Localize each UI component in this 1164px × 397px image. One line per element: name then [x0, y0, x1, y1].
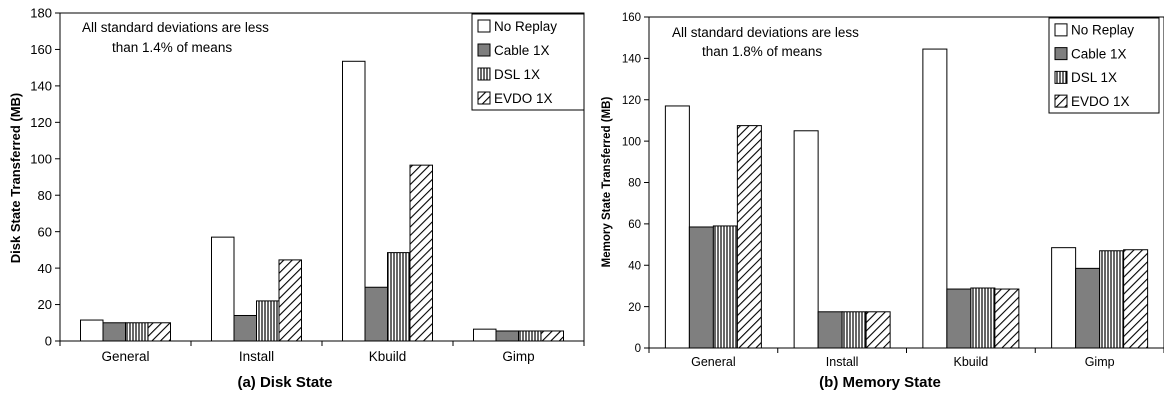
disk-state-category-label: Install [239, 349, 274, 364]
disk-state-bar [540, 330, 564, 342]
memory-state-bar [994, 288, 1020, 349]
memory-state-legend-label: EVDO 1X [1071, 94, 1130, 109]
disk-state-legend-swatch [477, 91, 491, 105]
disk-state-bar [387, 252, 411, 342]
memory-state-bar [946, 288, 972, 349]
disk-state-bar [518, 330, 542, 342]
memory-state-y-tick-label: 0 [635, 343, 641, 355]
disk-state-y-tick-label: 20 [38, 297, 52, 312]
disk-state-bar [256, 300, 280, 342]
disk-state-category-label: Kbuild [369, 349, 407, 364]
disk-state-bar [473, 328, 497, 342]
memory-state-y-tick-label: 40 [628, 260, 641, 272]
memory-state-category-label: General [691, 355, 735, 369]
disk-state-y-tick-label: 80 [38, 188, 52, 203]
memory-state-legend-swatch [1054, 47, 1068, 61]
disk-state-legend-label: Cable 1X [494, 43, 550, 58]
memory-state-chart: Memory State Transferred (MB) All standa… [601, 12, 1164, 391]
disk-state-y-tick-label: 40 [38, 261, 52, 276]
memory-state-bar [1123, 249, 1149, 349]
memory-state-category-label: Kbuild [954, 355, 989, 369]
memory-state-y-tick-label: 60 [628, 219, 641, 231]
disk-state-bar [125, 322, 149, 342]
disk-state-bar [147, 322, 171, 342]
memory-state-y-tick-label: 160 [622, 12, 641, 24]
disk-state-bar [342, 60, 366, 342]
disk-state-legend-swatch [477, 43, 491, 57]
memory-state-bar [1051, 247, 1077, 349]
disk-state-legend-label: EVDO 1X [494, 91, 553, 106]
memory-state-legend-swatch [1054, 94, 1068, 108]
disk-state-chart-title: (a) Disk State [237, 374, 332, 391]
disk-state-chart: Disk State Transferred (MB) All standard… [8, 6, 585, 391]
memory-state-bar [1075, 267, 1101, 349]
disk-state-category-label: General [101, 349, 149, 364]
disk-state-bar [495, 330, 519, 342]
memory-state-bar [841, 311, 867, 349]
disk-state-bar [80, 319, 104, 342]
disk-state-legend-swatch [477, 67, 491, 81]
memory-state-y-tick-label: 120 [622, 95, 641, 107]
disk-state-category-label: Gimp [502, 349, 534, 364]
disk-state-y-tick-label: 60 [38, 224, 52, 239]
disk-state-bar [278, 259, 302, 342]
memory-state-annotation-line-1: All standard deviations are less [672, 25, 859, 40]
disk-state-y-axis-label: Disk State Transferred (MB) [8, 93, 23, 264]
disk-state-legend-label: DSL 1X [494, 67, 540, 82]
disk-state-y-tick-label: 160 [30, 42, 52, 57]
memory-state-bar [865, 311, 891, 349]
memory-state-legend-label: DSL 1X [1071, 70, 1117, 85]
disk-state-y-tick-label: 140 [30, 79, 52, 94]
memory-state-bar [736, 125, 762, 349]
memory-state-y-tick-label: 20 [628, 302, 641, 314]
memory-state-y-axis-label: Memory State Transferred (MB) [601, 97, 613, 268]
memory-state-y-tick-label: 140 [622, 54, 641, 66]
memory-state-legend-swatch [1054, 70, 1068, 84]
memory-state-legend-swatch [1054, 23, 1068, 37]
disk-state-annotation-line-1: All standard deviations are less [82, 20, 269, 35]
memory-state-legend-label: Cable 1X [1071, 46, 1127, 61]
memory-state-bar [688, 226, 714, 349]
disk-state-y-tick-label: 120 [30, 115, 52, 130]
memory-state-bar [970, 287, 996, 349]
disk-state-y-tick-label: 180 [30, 6, 52, 21]
memory-state-annotation-line-2: than 1.8% of means [702, 44, 822, 59]
disk-state-legend-swatch [477, 19, 491, 33]
disk-state-y-tick-label: 0 [45, 334, 52, 349]
disk-state-bar [211, 236, 235, 342]
disk-state-bar [102, 322, 126, 342]
memory-state-bar [664, 105, 690, 349]
disk-state-annotation-line-2: than 1.4% of means [112, 40, 232, 55]
disk-state-legend [471, 13, 585, 111]
disk-state-bar [233, 314, 257, 342]
memory-state-bar [817, 311, 843, 349]
disk-state-legend-label: No Replay [494, 19, 557, 34]
disk-state-y-tick-label: 100 [30, 151, 52, 166]
memory-state-legend-label: No Replay [1071, 23, 1134, 38]
memory-state-y-tick-label: 100 [622, 136, 641, 148]
disk-state-bar [364, 286, 388, 342]
memory-state-chart-title: (b) Memory State [819, 374, 941, 391]
memory-state-category-label: Install [826, 355, 859, 369]
memory-state-bar [1099, 250, 1125, 349]
memory-state-y-tick-label: 80 [628, 178, 641, 190]
memory-state-bar [922, 48, 948, 349]
memory-state-category-label: Gimp [1085, 355, 1115, 369]
memory-state-bar [793, 130, 819, 349]
disk-state-bar [409, 164, 433, 342]
memory-state-bar [712, 225, 738, 349]
